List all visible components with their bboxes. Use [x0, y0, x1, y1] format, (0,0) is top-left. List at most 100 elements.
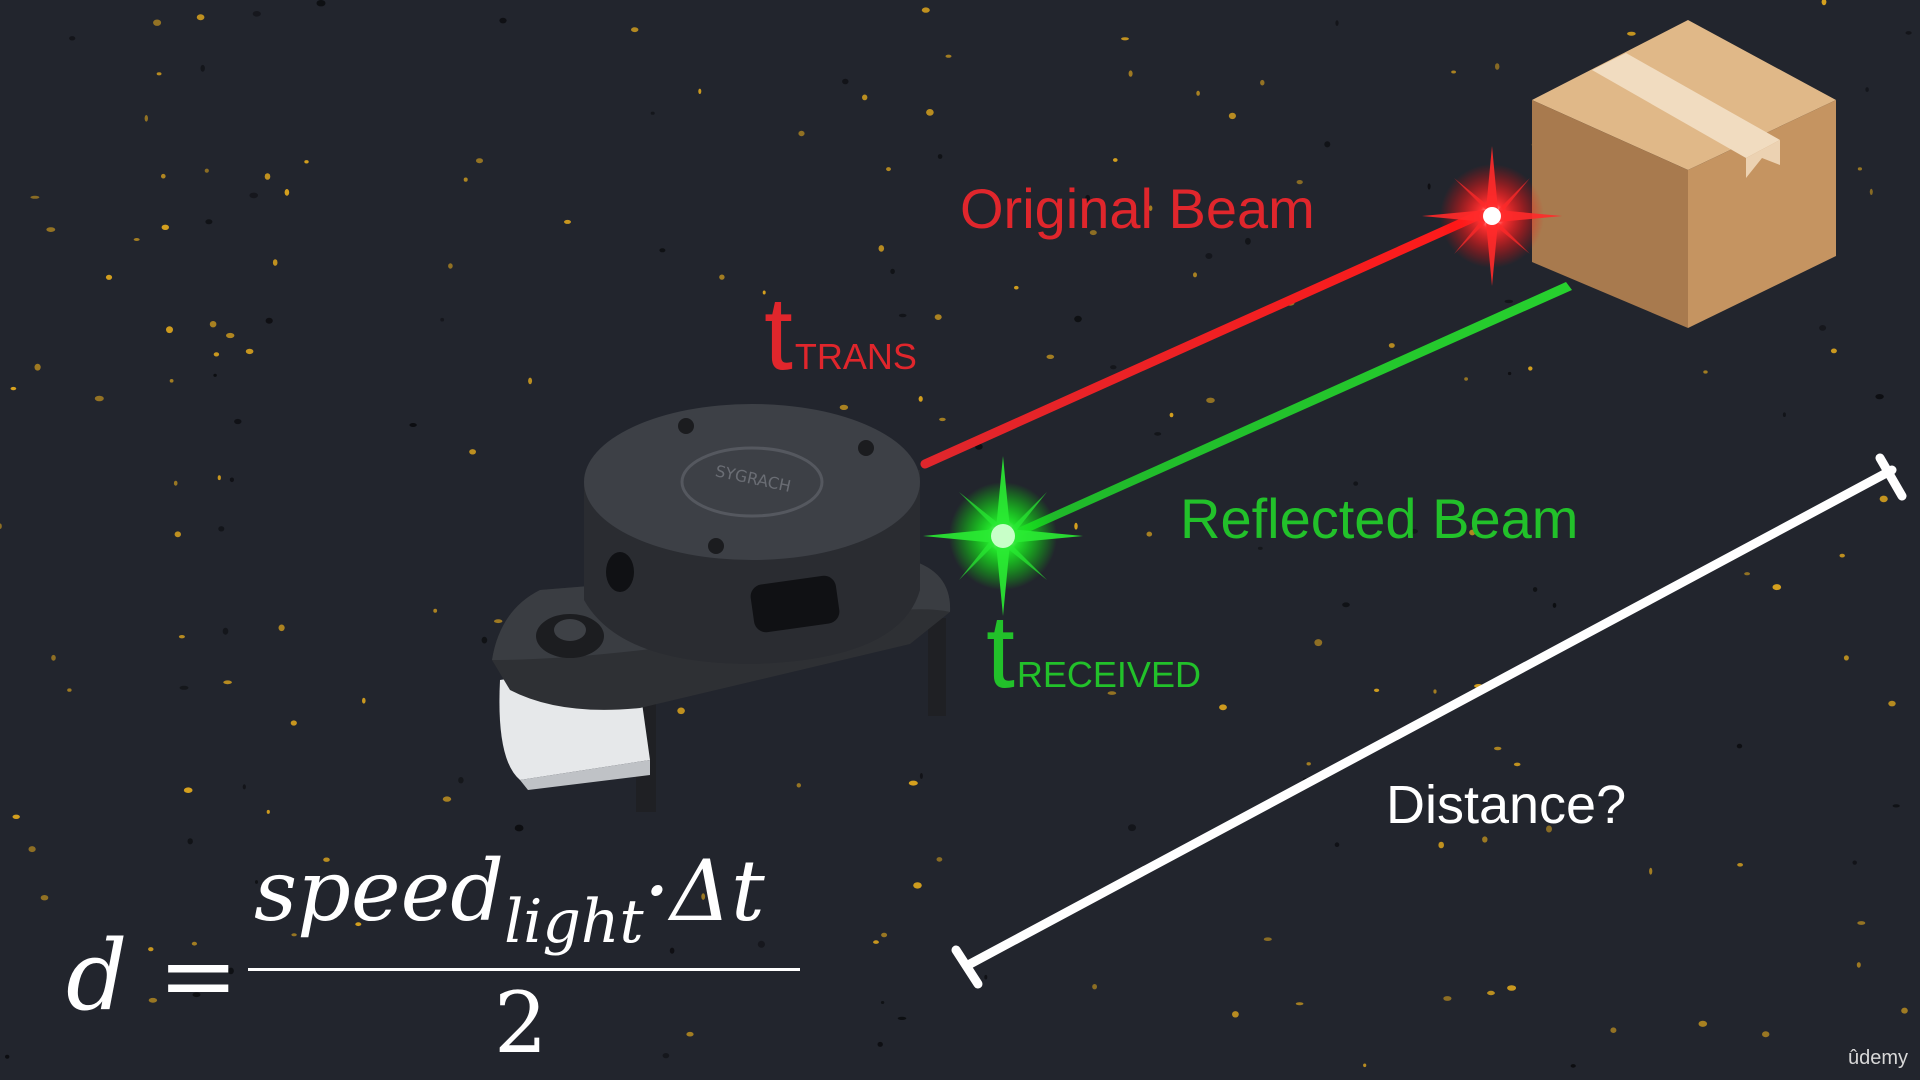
star-speck — [1443, 996, 1452, 1001]
star-speck — [1552, 602, 1557, 608]
star-speck — [166, 326, 173, 334]
star-speck — [440, 317, 445, 322]
star-speck — [564, 219, 571, 224]
star-speck — [1110, 365, 1117, 370]
star-speck — [1839, 553, 1845, 558]
star-speck — [1905, 31, 1912, 35]
formula-light-subscript: light — [504, 887, 644, 957]
star-speck — [1128, 824, 1136, 832]
t-received-label: tRECEIVED — [986, 600, 1201, 704]
star-speck — [1154, 432, 1162, 436]
star-speck — [1085, 194, 1091, 201]
formula-speed: speed — [254, 842, 505, 940]
star-speck — [890, 268, 895, 275]
star-speck — [229, 477, 234, 483]
star-speck — [1736, 743, 1743, 749]
star-speck — [265, 317, 273, 324]
star-speck — [514, 824, 524, 832]
star-speck — [272, 259, 278, 266]
star-speck — [1532, 587, 1538, 592]
reflected-beam-line — [1000, 282, 1572, 542]
star-speck — [1438, 841, 1444, 849]
star-speck — [227, 967, 234, 975]
star-speck — [255, 880, 258, 884]
star-speck — [1528, 366, 1533, 371]
star-speck — [1314, 639, 1323, 647]
star-speck — [1232, 1011, 1239, 1018]
star-speck — [1205, 253, 1213, 259]
star-speck — [1821, 0, 1827, 6]
star-speck — [217, 475, 221, 481]
star-speck — [173, 480, 178, 486]
star-speck — [242, 784, 246, 790]
star-speck — [1409, 528, 1418, 534]
star-speck — [463, 177, 468, 182]
star-speck — [1374, 688, 1380, 692]
star-speck — [469, 449, 476, 455]
star-speck — [222, 627, 229, 635]
star-speck — [873, 940, 879, 944]
star-speck — [1504, 299, 1514, 304]
star-speck — [937, 154, 943, 159]
star-speck — [686, 1031, 694, 1037]
original-beam-label: Original Beam — [960, 177, 1315, 240]
star-speck — [1451, 70, 1456, 74]
star-speck — [148, 947, 154, 952]
star-speck — [1353, 481, 1359, 486]
formula-denominator: 2 — [494, 974, 548, 1072]
star-speck — [1046, 354, 1055, 359]
star-speck — [1427, 183, 1431, 190]
star-speck — [1074, 522, 1078, 530]
star-speck — [213, 373, 217, 377]
star-speck — [499, 17, 507, 24]
star-speck — [1363, 1063, 1367, 1068]
star-speck — [1649, 867, 1653, 875]
star-speck — [442, 796, 452, 802]
star-speck — [862, 94, 868, 101]
star-speck — [1830, 348, 1837, 354]
star-speck — [1772, 584, 1782, 591]
t-received-main: t — [986, 594, 1015, 710]
star-speck — [1856, 962, 1861, 968]
star-speck — [178, 635, 185, 639]
lidar-sensor-icon: SYGRACH — [492, 404, 951, 812]
star-speck — [1306, 762, 1311, 766]
star-speck — [1869, 188, 1873, 195]
star-speck — [1464, 377, 1468, 381]
star-speck — [223, 680, 232, 685]
star-speck — [448, 263, 453, 269]
star-speck — [1762, 1031, 1770, 1038]
green-flash-icon — [923, 456, 1083, 616]
star-speck — [205, 219, 213, 225]
star-speck — [323, 857, 330, 862]
distance-label: Distance? — [1386, 775, 1627, 835]
star-speck — [290, 720, 297, 726]
star-speck — [1219, 704, 1227, 711]
star-speck — [69, 36, 76, 41]
star-speck — [204, 168, 209, 173]
star-speck — [631, 27, 639, 33]
star-speck — [433, 608, 438, 613]
star-speck — [1014, 285, 1019, 290]
star-speck — [1263, 937, 1272, 941]
star-speck — [1206, 397, 1215, 403]
star-speck — [1245, 237, 1251, 245]
star-speck — [701, 893, 706, 900]
distance-marker — [951, 453, 1907, 989]
star-speck — [719, 274, 725, 280]
star-speck — [939, 417, 946, 422]
star-speck — [796, 783, 801, 788]
star-speck — [1494, 746, 1502, 751]
star-speck — [1324, 141, 1331, 148]
star-speck — [481, 636, 488, 644]
star-speck — [528, 377, 533, 385]
star-speck — [757, 940, 766, 948]
star-speck — [291, 933, 297, 937]
star-speck — [1228, 112, 1236, 120]
star-speck — [192, 992, 201, 998]
star-speck — [798, 130, 805, 137]
star-speck — [1570, 1064, 1576, 1068]
star-speck — [169, 379, 174, 383]
star-speck — [921, 7, 930, 13]
